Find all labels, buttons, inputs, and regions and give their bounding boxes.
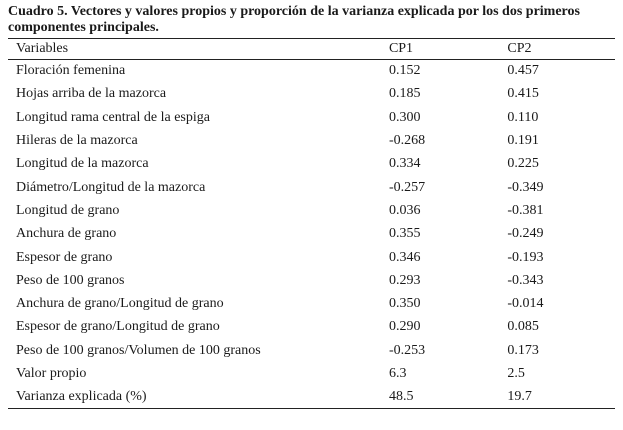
table-row: Floración femenina 0.152 0.457	[8, 60, 615, 83]
cell-cp1: 0.293	[388, 272, 421, 288]
cell-cp1: 0.152	[388, 63, 421, 79]
table-row: Anchura de grano 0.355 -0.249	[8, 223, 615, 246]
cell-cp2: 0.225	[507, 156, 539, 172]
table-row: Longitud de grano 0.036 -0.381	[8, 199, 615, 222]
cell-variable: Hileras de la mazorca	[16, 133, 138, 149]
cell-cp1: 0.350	[388, 296, 421, 312]
header-cp1: CP1	[388, 41, 414, 56]
cell-cp2: 0.173	[507, 342, 539, 358]
cell-cp1: -0.257	[388, 179, 426, 195]
table-row: Hojas arriba de la mazorca 0.185 0.415	[8, 83, 615, 106]
cell-variable: Diámetro/Longitud de la mazorca	[16, 179, 206, 195]
cell-cp1: 0.334	[388, 156, 421, 172]
table-row: Diámetro/Longitud de la mazorca -0.257 -…	[8, 176, 615, 199]
cell-cp2: 0.191	[507, 133, 539, 149]
cell-cp1: 0.036	[388, 202, 421, 218]
cell-cp2: -0.343	[507, 272, 544, 288]
table-row: Anchura de grano/Longitud de grano 0.350…	[8, 292, 615, 315]
table-row: Varianza explicada (%) 48.5 19.7	[8, 386, 615, 409]
header-cp2: CP2	[507, 41, 532, 56]
cell-cp2: -0.349	[507, 179, 544, 195]
cell-cp1: 0.185	[388, 86, 421, 102]
cell-variable: Peso de 100 granos	[16, 272, 125, 288]
cell-cp1: 0.290	[388, 319, 421, 335]
table-row: Longitud de la mazorca 0.334 0.225	[8, 153, 615, 176]
table-row: Valor propio 6.3 2.5	[8, 362, 615, 385]
cell-cp2: -0.249	[507, 226, 544, 242]
cell-variable: Longitud de la mazorca	[16, 156, 149, 172]
cell-variable: Anchura de grano	[16, 226, 117, 242]
cell-variable: Longitud de grano	[16, 202, 120, 218]
cell-cp1: 6.3	[388, 366, 407, 381]
table-row: Peso de 100 granos 0.293 -0.343	[8, 269, 615, 292]
cell-cp2: 0.415	[507, 86, 539, 102]
cell-variable: Valor propio	[16, 366, 87, 381]
cell-cp2: 2.5	[507, 366, 525, 381]
cell-variable: Longitud rama central de la espiga	[16, 109, 210, 125]
cell-variable: Peso de 100 granos/Volumen de 100 granos	[16, 342, 261, 358]
cell-cp1: 0.300	[388, 109, 421, 125]
cell-variable: Varianza explicada (%)	[16, 389, 147, 405]
table-header: Variables CP1 CP2	[8, 38, 615, 60]
cell-variable: Floración femenina	[16, 63, 126, 79]
header-row: Variables CP1 CP2	[8, 38, 615, 60]
cell-cp1: 48.5	[388, 389, 414, 405]
cell-cp2: 19.7	[507, 389, 532, 405]
table-caption: Cuadro 5. Vectores y valores propios y p…	[8, 4, 580, 35]
cell-cp1: 0.355	[388, 226, 421, 242]
cell-cp1: -0.253	[388, 342, 426, 358]
cell-cp2: -0.381	[507, 202, 544, 218]
eigenvector-table: Variables CP1 CP2 Floración femenina 0.1…	[8, 38, 615, 409]
cell-cp2: -0.193	[507, 249, 544, 265]
cell-variable: Espesor de grano/Longitud de grano	[16, 319, 220, 335]
cell-cp2: 0.457	[507, 63, 539, 79]
header-variables: Variables	[16, 41, 69, 56]
cell-cp2: 0.110	[507, 109, 539, 125]
table-row: Longitud rama central de la espiga 0.300…	[8, 106, 615, 129]
table-row: Espesor de grano 0.346 -0.193	[8, 246, 615, 269]
table-row: Espesor de grano/Longitud de grano 0.290…	[8, 316, 615, 339]
cell-cp1: 0.346	[388, 249, 421, 265]
cell-variable: Hojas arriba de la mazorca	[16, 86, 167, 102]
cell-variable: Espesor de grano	[16, 249, 113, 265]
table-row: Hileras de la mazorca -0.268 0.191	[8, 129, 615, 152]
cell-cp2: -0.014	[507, 296, 544, 312]
cell-cp1: -0.268	[388, 133, 426, 149]
cell-variable: Anchura de grano/Longitud de grano	[16, 296, 224, 312]
table-body: Floración femenina 0.152 0.457 Hojas arr…	[8, 60, 615, 409]
cell-cp2: 0.085	[507, 319, 539, 335]
table-row: Peso de 100 granos/Volumen de 100 granos…	[8, 339, 615, 362]
